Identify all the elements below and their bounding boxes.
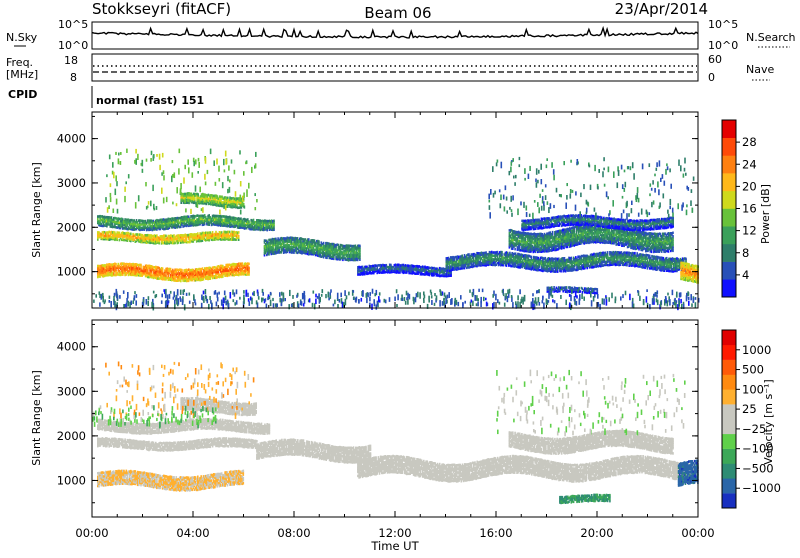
freq-tick-top: 18 xyxy=(64,54,78,67)
heatmap-cell xyxy=(323,242,325,245)
nsky-trace xyxy=(92,28,698,38)
nave-tick-bottom: 0 xyxy=(708,71,715,84)
heatmap-cell xyxy=(212,231,214,234)
nsky-label: N.Sky xyxy=(6,31,38,44)
nsearch-tick-bottom: 10^0 xyxy=(708,39,738,52)
heatmap-cell xyxy=(248,267,250,270)
date-title: 23/Apr/2014 xyxy=(615,0,708,18)
heatmap-cell xyxy=(197,193,199,196)
heatmap-cell xyxy=(359,245,361,248)
heatmap-cell xyxy=(544,257,546,260)
cpid-text: normal (fast) 151 xyxy=(96,94,204,107)
heatmap-cell xyxy=(318,240,320,243)
heatmap-cell xyxy=(586,267,588,270)
heatmap-cell xyxy=(248,220,250,223)
heatmap-cell xyxy=(571,257,573,260)
nave-label: Nave xyxy=(746,63,774,76)
heatmap-cell xyxy=(210,277,212,280)
heatmap-cell xyxy=(501,251,503,254)
heatmap-cell xyxy=(140,264,142,267)
heatmap-cell xyxy=(248,270,250,273)
beam-title: Beam 06 xyxy=(364,4,431,22)
heatmap-cell xyxy=(557,270,559,273)
heatmap-cell xyxy=(180,280,182,283)
freq-panel-frame xyxy=(92,54,698,81)
heatmap-cell xyxy=(170,268,172,271)
heatmap-cell xyxy=(238,231,240,234)
freq-tick-bottom: 8 xyxy=(70,71,77,84)
heatmap-cell xyxy=(531,256,533,259)
power-heatmap xyxy=(93,149,699,311)
heatmap-cell xyxy=(111,216,113,219)
station-title: Stokkseyri (fitACF) xyxy=(92,0,231,18)
freq-unit: [MHz] xyxy=(6,68,38,81)
heatmap-cell xyxy=(273,220,275,223)
heatmap-cell xyxy=(238,235,240,238)
heatmap-cell xyxy=(253,219,255,222)
heatmap-cell xyxy=(607,251,609,254)
heatmap-cell xyxy=(218,271,220,274)
heatmap-cell xyxy=(241,262,243,265)
cpid-label: CPID xyxy=(8,88,37,101)
heatmap-cell xyxy=(130,233,132,236)
heatmap-cell xyxy=(314,239,316,242)
heatmap-cell xyxy=(634,252,636,255)
heatmap-cell xyxy=(308,238,310,241)
nsearch-tick-top: 10^5 xyxy=(708,18,738,31)
nave-tick-top: 60 xyxy=(708,53,722,66)
heatmap-cell xyxy=(162,267,164,270)
heatmap-cell xyxy=(248,263,250,266)
nsearch-label: N.Search xyxy=(746,31,796,44)
heatmap-cell xyxy=(181,269,183,272)
nsky-tick-bottom: 10^0 xyxy=(58,39,88,52)
heatmap-cell xyxy=(506,264,508,267)
heatmap-cell xyxy=(243,203,245,206)
nsky-tick-top: 10^5 xyxy=(58,18,88,31)
